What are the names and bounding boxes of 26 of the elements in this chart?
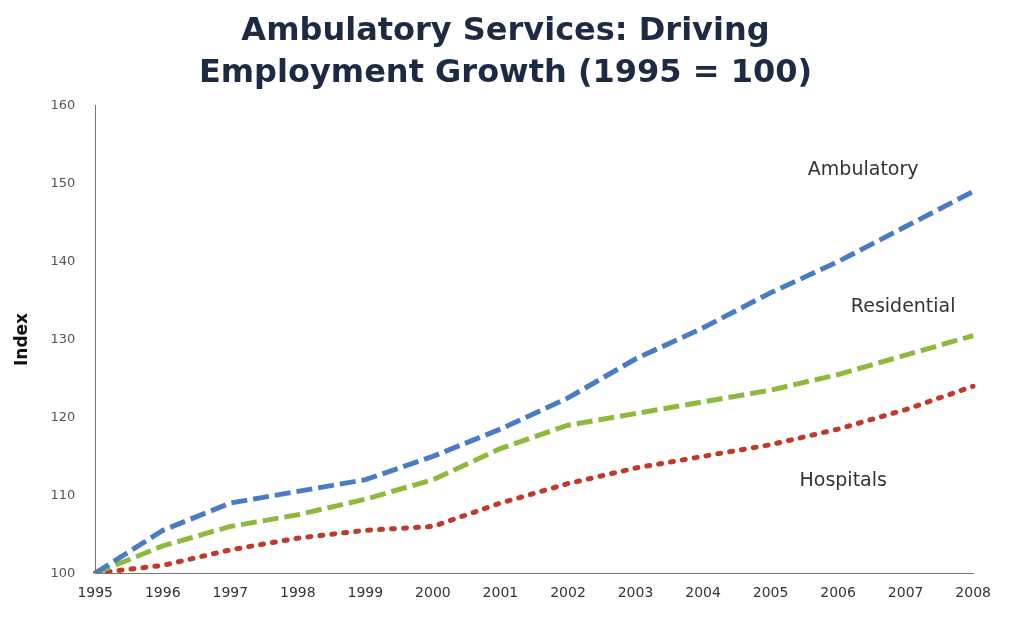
x-tick-label: 1999 xyxy=(347,584,384,601)
x-tick-label: 1997 xyxy=(212,584,249,601)
y-tick-label: 150 xyxy=(50,175,76,191)
series-label: Ambulatory xyxy=(807,157,919,180)
chart-title: Ambulatory Services: Driving Employment Growth (1995 = 100) xyxy=(197,9,814,92)
x-tick-label: 2008 xyxy=(955,584,992,601)
x-tick-label: 2001 xyxy=(482,584,519,601)
x-tick-label: 1998 xyxy=(280,584,316,601)
y-tick-label: 140 xyxy=(50,252,76,268)
x-tick-label: 2003 xyxy=(617,584,654,601)
y-tick-label: 120 xyxy=(50,408,76,424)
y-axis-title: Index xyxy=(10,312,31,367)
series-label: Residential xyxy=(850,293,956,316)
x-tick-label: 1995 xyxy=(77,584,114,601)
y-tick-label: 130 xyxy=(50,330,76,346)
y-tick-label: 100 xyxy=(50,564,76,580)
series-label: Hospitals xyxy=(799,468,887,491)
x-tick-label: 2004 xyxy=(685,584,721,601)
x-tick-label: 2002 xyxy=(550,584,586,601)
x-tick-label: 2006 xyxy=(820,584,857,601)
x-tick-label: 2000 xyxy=(415,584,451,601)
y-tick-label: 160 xyxy=(50,97,76,113)
x-tick-label: 2005 xyxy=(752,584,789,601)
x-tick-label: 2007 xyxy=(887,584,924,601)
x-tick-label: 1996 xyxy=(144,584,181,601)
y-tick-label: 110 xyxy=(50,486,76,502)
